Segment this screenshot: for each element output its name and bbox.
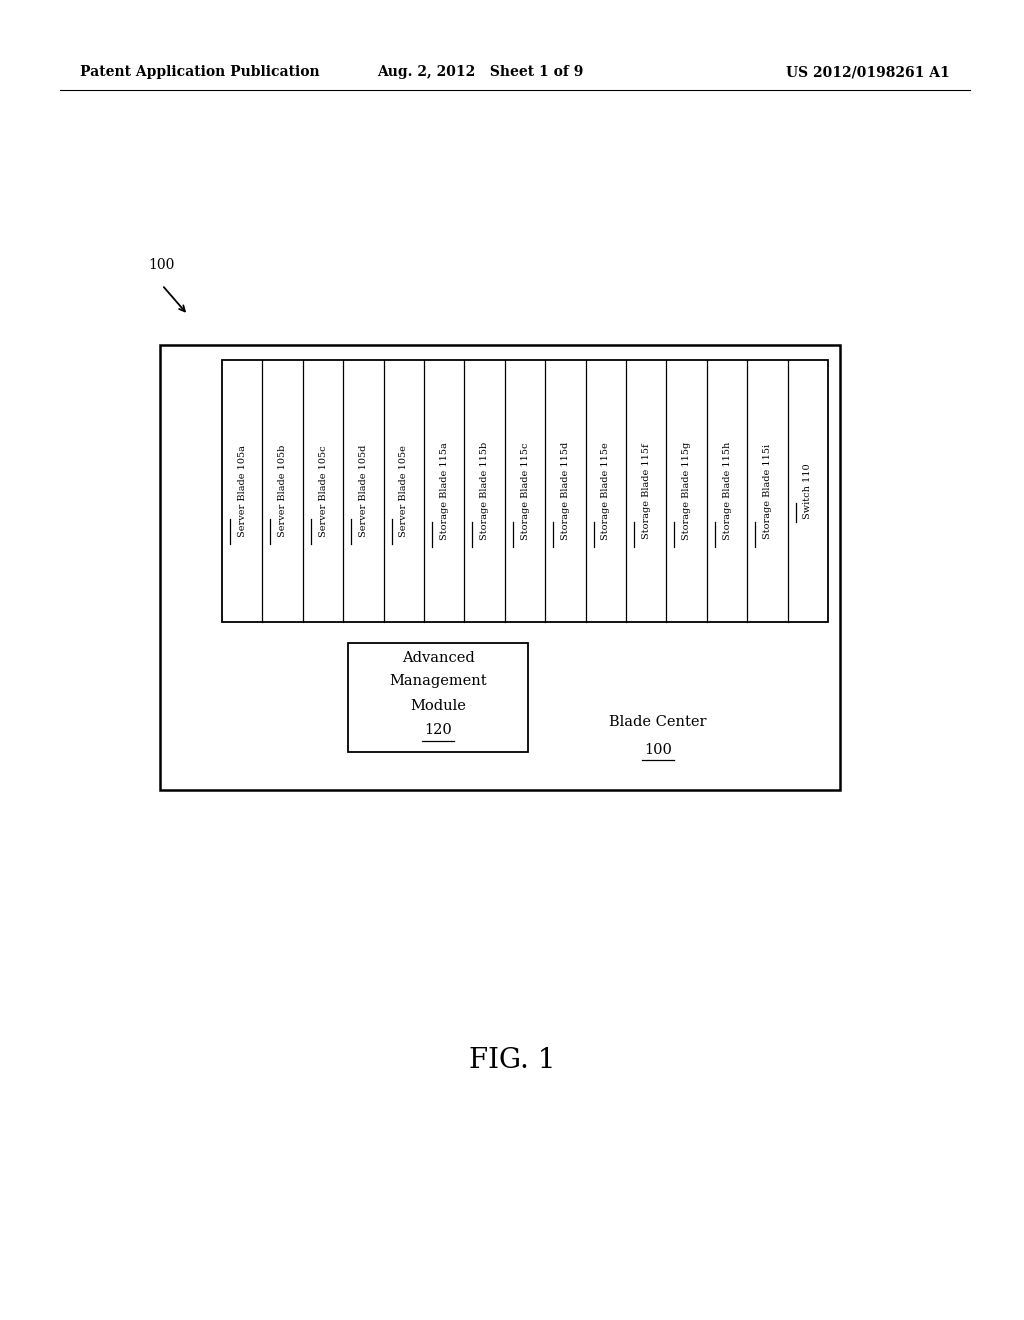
Text: Aug. 2, 2012   Sheet 1 of 9: Aug. 2, 2012 Sheet 1 of 9 — [377, 65, 584, 79]
Text: Server Blade 105a: Server Blade 105a — [238, 445, 247, 537]
Text: Storage Blade 115e: Storage Blade 115e — [601, 442, 610, 540]
Bar — [160, 345, 840, 789]
Text: Patent Application Publication: Patent Application Publication — [80, 65, 319, 79]
Text: Storage Blade 115f: Storage Blade 115f — [642, 444, 650, 539]
Text: Blade Center: Blade Center — [609, 715, 707, 729]
Text: Storage Blade 115b: Storage Blade 115b — [480, 442, 489, 540]
Text: Server Blade 105b: Server Blade 105b — [279, 445, 287, 537]
Text: 120: 120 — [424, 722, 452, 737]
Bar — [348, 643, 528, 752]
Text: US 2012/0198261 A1: US 2012/0198261 A1 — [786, 65, 950, 79]
Text: FIG. 1: FIG. 1 — [469, 1047, 555, 1073]
Text: Storage Blade 115h: Storage Blade 115h — [723, 442, 731, 540]
Text: Storage Blade 115d: Storage Blade 115d — [561, 442, 570, 540]
Text: 100: 100 — [644, 743, 672, 756]
Text: Storage Blade 115i: Storage Blade 115i — [763, 444, 772, 539]
Text: Switch 110: Switch 110 — [803, 463, 812, 519]
Bar — [222, 360, 828, 622]
Text: Server Blade 105e: Server Blade 105e — [399, 445, 409, 537]
Text: Storage Blade 115g: Storage Blade 115g — [682, 442, 691, 540]
Text: Storage Blade 115c: Storage Blade 115c — [520, 442, 529, 540]
Text: Storage Blade 115a: Storage Blade 115a — [439, 442, 449, 540]
Text: Advanced: Advanced — [401, 651, 474, 664]
Text: Server Blade 105d: Server Blade 105d — [358, 445, 368, 537]
Text: Management: Management — [389, 675, 486, 689]
Text: Server Blade 105c: Server Blade 105c — [318, 445, 328, 537]
Text: Module: Module — [410, 698, 466, 713]
Text: 100: 100 — [148, 257, 174, 272]
